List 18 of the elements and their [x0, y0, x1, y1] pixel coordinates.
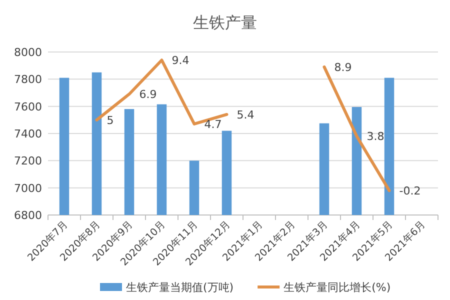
y-tick-label: 8000 — [14, 46, 42, 59]
data-label: 8.9 — [334, 60, 352, 74]
data-label: 6.9 — [139, 88, 157, 102]
data-label: 5 — [106, 114, 114, 127]
y-tick-label: 6800 — [14, 209, 42, 222]
y-tick-label: 7600 — [14, 100, 42, 114]
legend-label: 生铁产量当期值(万吨) — [126, 281, 234, 294]
data-label: 5.4 — [236, 108, 254, 122]
data-label: 4.7 — [204, 118, 222, 131]
y-tick-label: 7400 — [14, 128, 42, 140]
data-label: 3.8 — [366, 130, 384, 144]
y-tick-label: 7800 — [14, 73, 42, 86]
y-tick-label: 7200 — [14, 154, 42, 168]
legend-label: 生铁产量同比增长(%) — [284, 281, 391, 294]
data-label: -0.2 — [399, 184, 421, 198]
data-label: 9.4 — [172, 54, 190, 68]
y-tick-label: 7000 — [14, 182, 42, 195]
chart-title: 生铁产量 — [193, 13, 257, 32]
